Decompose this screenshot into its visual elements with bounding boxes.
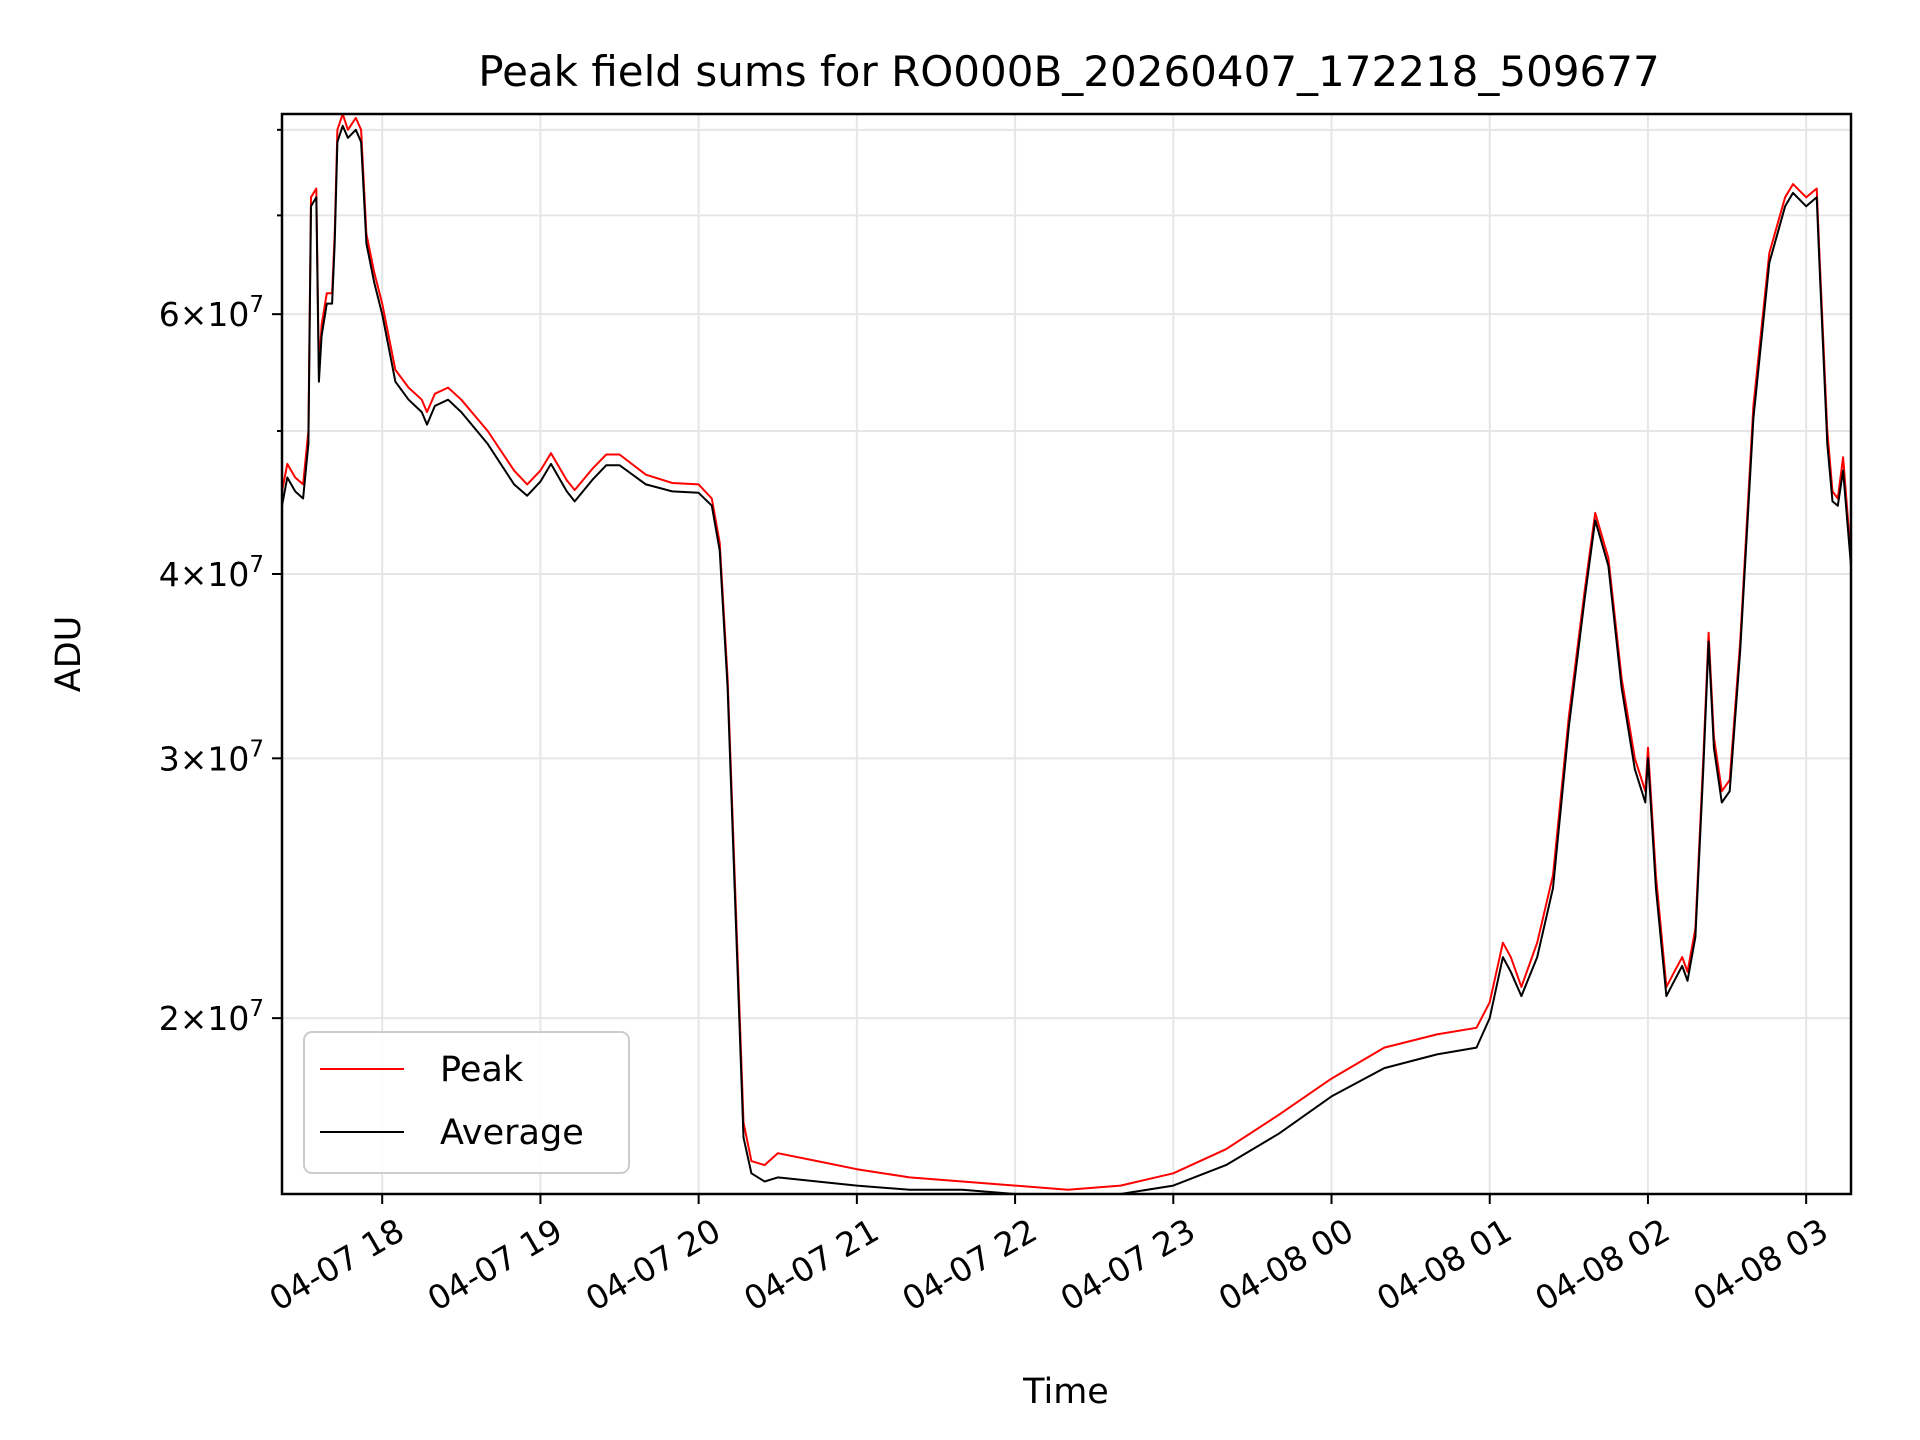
grid-layer [282, 114, 1851, 1194]
series-line-average [281, 124, 1852, 1195]
x-axis-label: Time [1022, 1372, 1109, 1412]
y-tick-label: 6×107 [159, 292, 264, 334]
chart-title: Peak field sums for RO000B_20260407_1722… [478, 47, 1659, 96]
y-axis-label: ADU [49, 616, 89, 693]
legend: Peak Average [303, 1031, 630, 1174]
y-tick-label: 3×107 [159, 736, 264, 778]
y-tick-label: 4×107 [159, 552, 264, 594]
legend-label-average: Average [440, 1113, 584, 1153]
y-tick-label: 2×107 [159, 996, 264, 1038]
legend-label-peak: Peak [440, 1050, 524, 1090]
plot-frame [280, 112, 1853, 1196]
legend-box [303, 1031, 630, 1174]
series-layer [281, 113, 1852, 1195]
